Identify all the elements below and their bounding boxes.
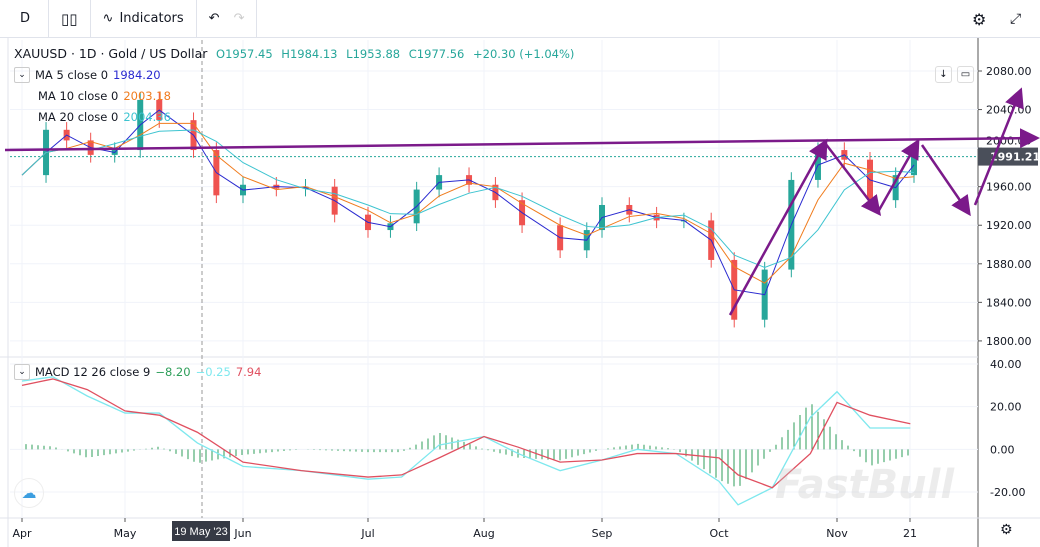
auto-scale-button[interactable]: ▭ <box>957 66 974 83</box>
ma20-line <box>21 129 915 268</box>
time-tick-label: Aug <box>473 527 494 540</box>
collapse-legend-button[interactable]: ⌄ <box>14 67 30 83</box>
ma20-label: MA 20 close 0 <box>38 110 119 124</box>
signal-value: 7.94 <box>235 364 262 379</box>
macd-label: MACD 12 26 close 9 <box>35 364 151 379</box>
ohlc-close: C1977.56 <box>408 47 465 61</box>
macd-hist-value: −8.20 <box>155 364 191 379</box>
price-tick-label: 2000.00 <box>986 135 1032 148</box>
symbol-legend: XAUUSD · 1D · Gold / US Dollar O1957.45 … <box>14 46 579 61</box>
ma10-label: MA 10 close 0 <box>38 89 119 103</box>
price-tick-label: 1840.00 <box>986 296 1032 309</box>
undo-redo-group: ↶ ↷ <box>197 0 258 38</box>
time-tick-label: Oct <box>709 527 729 540</box>
ohlc-low: L1953.88 <box>346 47 401 61</box>
redo-icon[interactable]: ↷ <box>233 11 245 26</box>
crosshair-date-label: 19 May '23 <box>174 526 227 538</box>
ma5-label: MA 5 close 0 <box>35 67 109 82</box>
price-tick-label: 1800.00 <box>986 335 1032 348</box>
time-tick-label: Jun <box>233 527 251 540</box>
interval-button[interactable]: D <box>0 0 50 38</box>
macd-tick-label: 0.00 <box>990 443 1015 456</box>
indicators-label: Indicators <box>119 11 184 26</box>
macd-tick-label: 20.00 <box>990 401 1022 414</box>
price-tick-label: 2080.00 <box>986 65 1032 78</box>
time-tick-label: Sep <box>592 527 613 540</box>
macd-value: −0.25 <box>195 364 231 379</box>
time-tick-label: Apr <box>12 527 32 540</box>
logo-icon[interactable]: ☁ <box>14 478 44 508</box>
macd-tick-label: -20.00 <box>990 486 1025 499</box>
settings-gear-icon[interactable]: ⚙ <box>1000 522 1013 538</box>
time-tick-label: Jul <box>360 527 374 540</box>
arrow-up-2 <box>876 138 920 213</box>
ma5-value: 1984.20 <box>113 67 161 82</box>
last-price-label: 1991.21 <box>990 151 1040 164</box>
ma10-legend: MA 10 close 0 2003.18 <box>38 89 176 103</box>
ma10-value: 2003.18 <box>123 89 171 103</box>
signal-line <box>21 378 911 489</box>
time-tick-label: 21 <box>903 527 917 540</box>
ohlc-high: H1984.13 <box>281 47 338 61</box>
arrow-down-2 <box>920 144 971 217</box>
ma20-value: 2004.36 <box>123 110 171 124</box>
scroll-down-button[interactable]: ↓ <box>935 66 952 83</box>
arrow-up-3 <box>973 87 1024 206</box>
arrow-down-1 <box>824 142 882 216</box>
symbol-title: XAUUSD · 1D · Gold / US Dollar <box>14 46 208 61</box>
crosshair-date-box <box>172 521 230 541</box>
indicators-button[interactable]: ∿ Indicators <box>91 0 197 38</box>
time-tick-label: May <box>114 527 137 540</box>
chart-type-button[interactable]: ▯▯ <box>49 0 91 38</box>
ma5-line <box>21 109 915 296</box>
price-tick-label: 1960.00 <box>986 181 1032 194</box>
ma5-legend: ⌄ MA 5 close 0 1984.20 <box>14 67 166 83</box>
ohlc-change: +20.30 (+1.04%) <box>473 47 575 61</box>
macd-line <box>21 376 911 506</box>
time-tick-label: Nov <box>826 527 848 540</box>
ma20-legend: MA 20 close 0 2004.36 <box>38 110 176 124</box>
price-tick-label: 1920.00 <box>986 219 1032 232</box>
fullscreen-icon[interactable]: ⤢ <box>1010 11 1022 27</box>
resistance-line <box>4 128 1040 152</box>
watermark: FastBull <box>775 462 955 508</box>
candles-icon: ▯▯ <box>61 9 78 28</box>
candle-body <box>911 154 917 176</box>
top-toolbar: D ▯▯ ∿ Indicators ↶ ↷ <box>0 0 1040 38</box>
collapse-macd-button[interactable]: ⌄ <box>14 364 30 380</box>
macd-legend: ⌄ MACD 12 26 close 9 −8.20 −0.25 7.94 <box>14 364 266 380</box>
ohlc-open: O1957.45 <box>216 47 273 61</box>
price-tick-label: 2040.00 <box>986 104 1032 117</box>
macd-tick-label: 40.00 <box>990 358 1022 371</box>
undo-icon[interactable]: ↶ <box>208 11 220 26</box>
arrow-up-1 <box>728 138 828 316</box>
price-tick-label: 1880.00 <box>986 258 1032 271</box>
ma10-line <box>21 122 915 284</box>
indicators-icon: ∿ <box>102 11 114 26</box>
gear-icon[interactable]: ⚙ <box>972 9 987 29</box>
